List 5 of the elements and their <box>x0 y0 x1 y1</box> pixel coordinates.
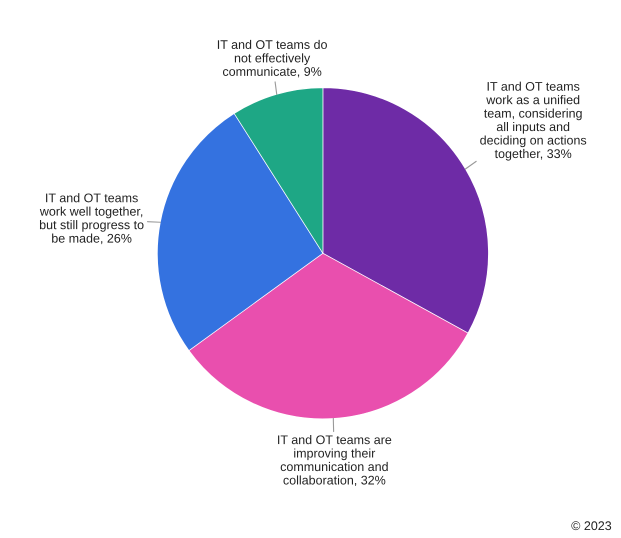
slice-label: IT and OT teams are improving their communication and collaboration, 32% <box>278 435 392 486</box>
text: © 2023 <box>571 521 612 530</box>
slice-label: IT and OT teams work well together, but still progress to be made, 26% <box>40 193 144 244</box>
slice-label: IT and OT teams do not effectively communicate, 9% <box>218 40 327 78</box>
slice-label: IT and OT teams work as a unified team, considering all inputs and deciding on actions together, 33% <box>480 82 586 161</box>
